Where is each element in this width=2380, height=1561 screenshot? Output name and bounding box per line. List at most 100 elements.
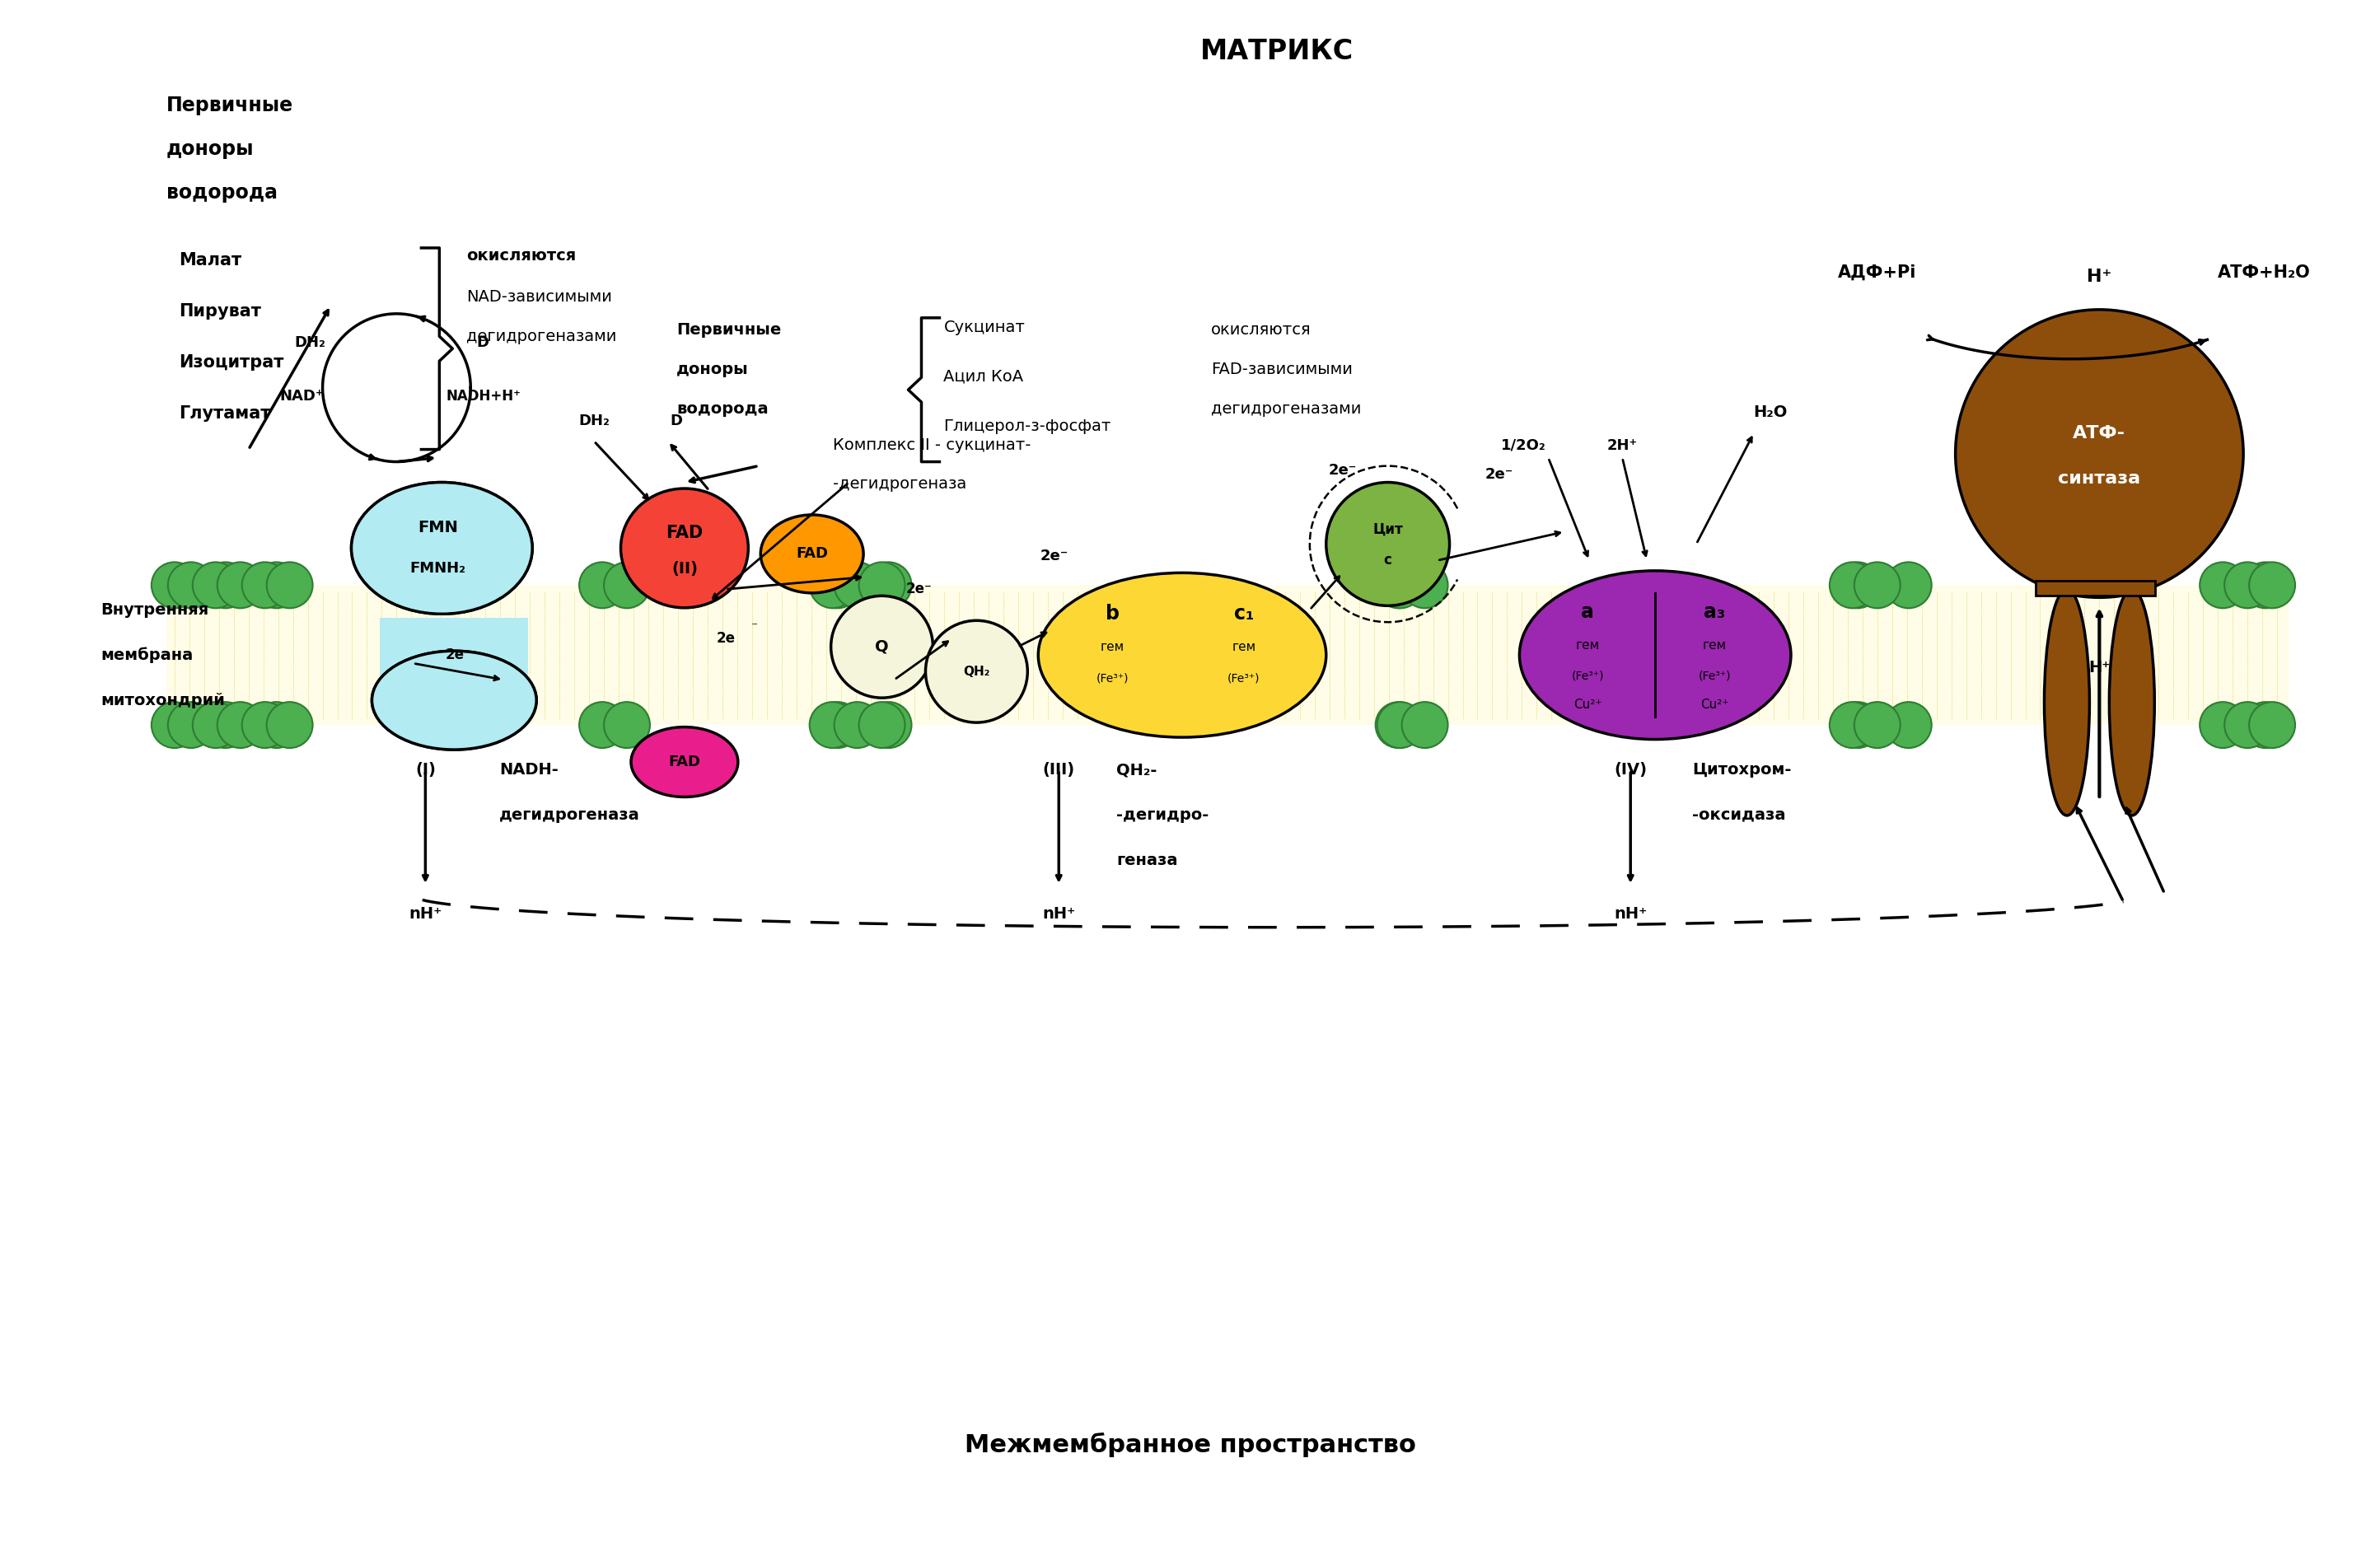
- Text: гем: гем: [1100, 640, 1123, 652]
- Circle shape: [1376, 562, 1421, 609]
- Circle shape: [578, 702, 626, 748]
- Text: DH₂: DH₂: [295, 336, 326, 350]
- Circle shape: [1885, 562, 1933, 609]
- Text: 2e: 2e: [716, 631, 735, 646]
- Text: АДФ+Pi: АДФ+Pi: [1837, 264, 1916, 281]
- Text: 2H⁺: 2H⁺: [1606, 439, 1637, 453]
- Text: геназа: геназа: [1116, 852, 1178, 868]
- Text: -оксидаза: -оксидаза: [1692, 807, 1785, 823]
- Text: b: b: [1104, 604, 1119, 624]
- Text: гем: гем: [1233, 640, 1257, 652]
- Text: (Fe³⁺): (Fe³⁺): [1699, 670, 1730, 682]
- Text: nH⁺: nH⁺: [1614, 905, 1647, 921]
- Ellipse shape: [371, 651, 536, 749]
- Text: nH⁺: nH⁺: [1042, 905, 1076, 921]
- Text: QH₂-: QH₂-: [1116, 762, 1157, 777]
- Ellipse shape: [1038, 573, 1326, 737]
- Circle shape: [1854, 702, 1899, 748]
- Text: Цитохром-: Цитохром-: [1692, 762, 1792, 777]
- Bar: [381, 618, 528, 692]
- Text: H⁺: H⁺: [2087, 268, 2111, 286]
- Text: дегидрогеназа: дегидрогеназа: [500, 807, 640, 823]
- Text: гем: гем: [1702, 638, 1725, 651]
- Circle shape: [605, 702, 650, 748]
- Text: FMN: FMN: [416, 520, 457, 535]
- Circle shape: [1378, 562, 1423, 609]
- Circle shape: [202, 562, 248, 609]
- Text: (Fe³⁺): (Fe³⁺): [1228, 673, 1259, 684]
- Ellipse shape: [631, 727, 738, 798]
- Text: дегидрогеназами: дегидрогеназами: [466, 328, 616, 343]
- Text: 2e⁻: 2e⁻: [907, 582, 933, 596]
- Ellipse shape: [621, 489, 747, 607]
- Circle shape: [859, 562, 904, 609]
- Text: NAD-зависимыми: NAD-зависимыми: [466, 289, 612, 304]
- Text: FAD: FAD: [795, 546, 828, 562]
- Ellipse shape: [2109, 588, 2154, 815]
- Text: Cu²⁺: Cu²⁺: [1699, 698, 1728, 710]
- Circle shape: [1402, 702, 1447, 748]
- Text: водорода: водорода: [167, 183, 278, 203]
- Text: гем: гем: [1576, 638, 1599, 651]
- Text: водорода: водорода: [676, 401, 769, 417]
- Text: c₁: c₁: [1233, 604, 1254, 624]
- Text: 2e⁻: 2e⁻: [445, 648, 471, 662]
- Text: (Fe³⁺): (Fe³⁺): [1097, 673, 1128, 684]
- Text: a: a: [1580, 603, 1595, 623]
- Text: 2e⁻: 2e⁻: [1328, 462, 1357, 478]
- Circle shape: [2249, 702, 2294, 748]
- Text: синтаза: синтаза: [2059, 470, 2140, 487]
- Circle shape: [1885, 702, 1933, 748]
- Text: окисляются: окисляются: [1211, 322, 1311, 337]
- Circle shape: [267, 702, 312, 748]
- Text: H⁺: H⁺: [2090, 660, 2111, 676]
- Text: FMNH₂: FMNH₂: [409, 562, 466, 576]
- Circle shape: [252, 702, 300, 748]
- Text: Малат: Малат: [178, 251, 240, 268]
- Ellipse shape: [2044, 588, 2090, 815]
- Circle shape: [578, 562, 626, 609]
- Text: Межмембранное пространство: Межмембранное пространство: [964, 1433, 1416, 1456]
- Circle shape: [252, 562, 300, 609]
- Text: мембрана: мембрана: [100, 646, 193, 663]
- Circle shape: [2199, 562, 2247, 609]
- Text: Комплекс II - сукцинат-: Комплекс II - сукцинат-: [833, 437, 1031, 453]
- Text: FAD: FAD: [669, 754, 700, 770]
- Text: NADH+H⁺: NADH+H⁺: [445, 389, 521, 403]
- Circle shape: [814, 562, 862, 609]
- Circle shape: [217, 562, 264, 609]
- Text: Ацил КоА: Ацил КоА: [942, 368, 1023, 384]
- Text: МАТРИКС: МАТРИКС: [1200, 37, 1354, 66]
- Text: Сукцинат: Сукцинат: [942, 320, 1026, 336]
- Circle shape: [814, 702, 862, 748]
- Circle shape: [1376, 702, 1421, 748]
- Circle shape: [267, 562, 312, 609]
- Text: 1/2O₂: 1/2O₂: [1502, 439, 1547, 453]
- Circle shape: [202, 702, 248, 748]
- Text: Внутренняя: Внутренняя: [100, 603, 209, 618]
- Text: D: D: [671, 414, 683, 428]
- Text: (III): (III): [1042, 762, 1076, 777]
- Circle shape: [2225, 562, 2271, 609]
- Circle shape: [859, 702, 904, 748]
- Text: -дегидрогеназа: -дегидрогеназа: [833, 476, 966, 492]
- Text: окисляются: окисляются: [466, 248, 576, 264]
- Text: доноры: доноры: [676, 362, 750, 378]
- Text: (I): (I): [414, 762, 436, 777]
- Circle shape: [2242, 702, 2290, 748]
- Circle shape: [1830, 702, 1875, 748]
- Text: 2e⁻: 2e⁻: [1485, 467, 1514, 481]
- Ellipse shape: [352, 482, 533, 613]
- Circle shape: [1830, 562, 1875, 609]
- Text: Цит: Цит: [1373, 521, 1402, 537]
- Circle shape: [1378, 702, 1423, 748]
- Text: АТФ-: АТФ-: [2073, 425, 2125, 442]
- Circle shape: [169, 702, 214, 748]
- Circle shape: [1956, 309, 2244, 598]
- Circle shape: [835, 702, 881, 748]
- Circle shape: [243, 702, 288, 748]
- Text: АТФ+H₂O: АТФ+H₂O: [2218, 264, 2311, 281]
- Text: 2e⁻: 2e⁻: [1040, 549, 1069, 564]
- Circle shape: [243, 562, 288, 609]
- Text: H₂O: H₂O: [1754, 404, 1787, 420]
